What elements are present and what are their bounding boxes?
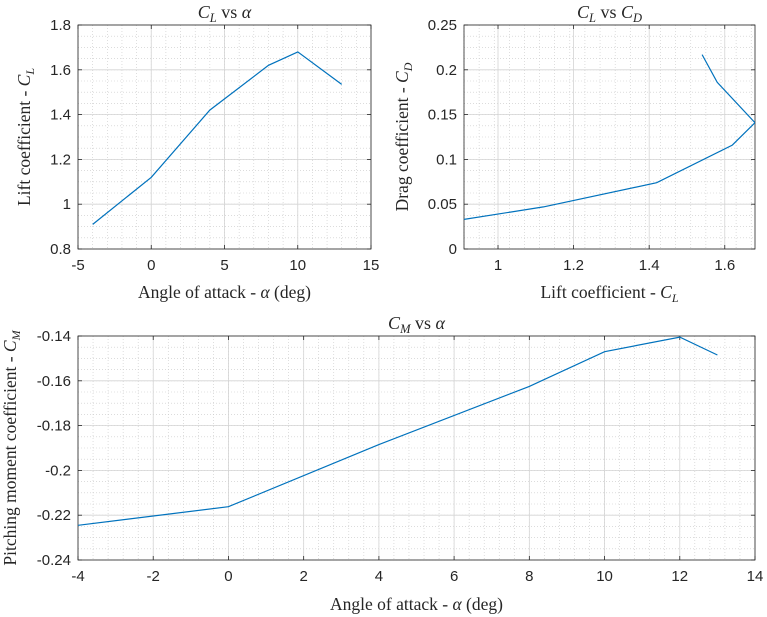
y-tick-label: -0.16	[37, 373, 71, 390]
y-tick-label: -0.22	[37, 507, 71, 524]
y-tick-label: -0.2	[45, 462, 71, 479]
x-tick-label: 0	[147, 257, 155, 274]
series-line	[92, 51, 343, 225]
x-tick-label: 1.2	[563, 257, 584, 274]
y-tick-label: 0.05	[428, 196, 457, 213]
x-axis-label: Angle of attack - α (deg)	[138, 282, 311, 302]
x-tick-label: 10	[596, 568, 613, 585]
y-tick-label: 0	[449, 241, 457, 258]
chart-1: -5 0 5 10 15 0.8 1 1.2 1.4 1.6 1.8 CL vs α Angle of …	[14, 2, 379, 302]
axes-box	[77, 335, 756, 561]
x-tick-label: 14	[747, 568, 764, 585]
x-tick-label: -5	[71, 257, 84, 274]
series-line	[78, 336, 718, 526]
x-tick-label: 0	[224, 568, 232, 585]
y-tick-label: 0.15	[428, 107, 457, 124]
x-tick-label: 12	[671, 568, 688, 585]
y-tick-label: 1.6	[50, 62, 71, 79]
series-line	[464, 54, 755, 220]
x-tick-label: 5	[220, 257, 228, 274]
x-tick-label: 1	[494, 257, 502, 274]
x-tick-label: 1.4	[639, 257, 660, 274]
x-tick-label: 2	[299, 568, 307, 585]
y-tick-label: -0.14	[37, 328, 71, 345]
x-tick-label: 8	[525, 568, 533, 585]
y-axis-label: Lift coefficient - CL	[14, 68, 37, 206]
y-axis-label: Drag coefficient - CD	[392, 62, 415, 211]
x-tick-label: 6	[450, 568, 458, 585]
y-tick-label: 0.2	[436, 62, 457, 79]
chart-3: -4 -2 0 2 4 6 8 10 12 14 -0.24 -0.22 -0.2 -0.18 -0.16 -…	[0, 313, 763, 614]
y-tick-label: 0.8	[50, 241, 71, 258]
y-tick-label: -0.24	[37, 552, 71, 569]
x-axis-label: Lift coefficient - CL	[540, 282, 678, 305]
x-tick-label: 4	[375, 568, 383, 585]
y-tick-label: -0.18	[37, 418, 71, 435]
plot-area	[78, 336, 755, 560]
chart-title: CM vs α	[388, 313, 445, 336]
y-axis-label: Pitching moment coefficient - CM	[0, 329, 23, 565]
chart-title: CL vs α	[198, 2, 252, 25]
x-tick-label: -4	[71, 568, 84, 585]
x-axis-label: Angle of attack - α (deg)	[330, 594, 503, 614]
x-tick-label: 10	[289, 257, 306, 274]
x-tick-label: 15	[363, 257, 380, 274]
y-tick-label: 1.2	[50, 151, 71, 168]
axes-box	[463, 24, 756, 250]
y-tick-label: 1.4	[50, 107, 71, 124]
chart-2: 1 1.2 1.4 1.6 0 0.05 0.1 0.15 0.2 0.25 CL vs CD Lif…	[392, 2, 756, 305]
plot-area	[464, 25, 755, 249]
y-tick-label: 1	[63, 196, 71, 213]
x-tick-label: -2	[147, 568, 160, 585]
y-tick-label: 0.25	[428, 17, 457, 34]
chart-title: CL vs CD	[577, 2, 642, 25]
x-tick-label: 1.6	[714, 257, 735, 274]
y-tick-label: 0.1	[436, 151, 457, 168]
y-tick-label: 1.8	[50, 17, 71, 34]
